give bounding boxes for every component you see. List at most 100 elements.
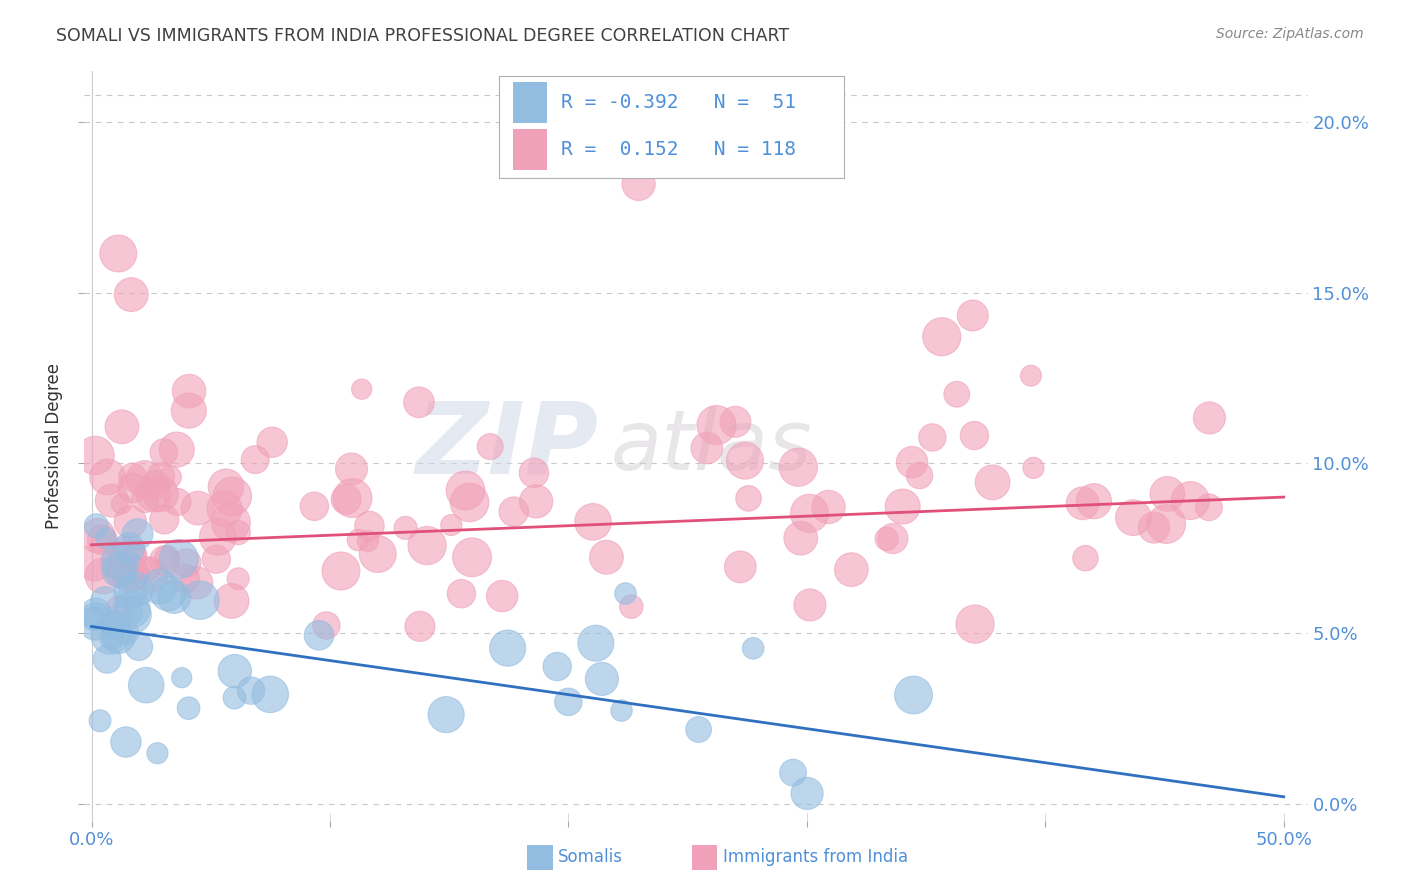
Point bbox=[963, 617, 986, 632]
Point bbox=[614, 586, 637, 600]
Point bbox=[110, 497, 132, 511]
Point bbox=[921, 430, 943, 444]
Point bbox=[408, 395, 430, 409]
Point bbox=[724, 415, 747, 429]
Point bbox=[177, 384, 200, 398]
Point bbox=[450, 587, 472, 601]
Point bbox=[120, 567, 142, 582]
Point bbox=[136, 562, 159, 576]
Point bbox=[461, 550, 484, 565]
Point bbox=[118, 550, 141, 565]
Point bbox=[347, 533, 370, 547]
Point bbox=[304, 500, 326, 514]
Point bbox=[226, 572, 249, 586]
Point bbox=[108, 567, 131, 582]
Text: Immigrants from India: Immigrants from India bbox=[723, 848, 908, 866]
Point bbox=[145, 477, 167, 491]
Point bbox=[882, 532, 904, 546]
Point bbox=[627, 177, 650, 191]
Point bbox=[262, 435, 284, 450]
Text: R =  0.152   N = 118: R = 0.152 N = 118 bbox=[561, 140, 796, 159]
Point bbox=[315, 618, 337, 632]
Point bbox=[108, 602, 131, 616]
Point bbox=[491, 589, 513, 603]
Point bbox=[367, 547, 389, 561]
Point bbox=[523, 466, 546, 480]
Point bbox=[416, 539, 439, 553]
Point bbox=[787, 460, 810, 475]
Point bbox=[440, 518, 463, 533]
Point bbox=[159, 470, 181, 484]
Point bbox=[308, 628, 330, 642]
Point bbox=[1019, 368, 1042, 383]
Point bbox=[454, 483, 477, 498]
Point bbox=[817, 500, 839, 514]
Text: Somalis: Somalis bbox=[558, 848, 623, 866]
Point bbox=[502, 505, 524, 519]
Point bbox=[153, 512, 176, 526]
FancyBboxPatch shape bbox=[513, 82, 547, 123]
Point bbox=[688, 723, 710, 737]
FancyBboxPatch shape bbox=[513, 129, 547, 170]
Point bbox=[107, 246, 129, 260]
Point bbox=[582, 515, 605, 529]
Point bbox=[931, 329, 953, 343]
Point bbox=[479, 440, 502, 454]
Point bbox=[790, 531, 813, 545]
Point bbox=[84, 615, 107, 629]
Point bbox=[357, 533, 380, 548]
Point bbox=[359, 519, 381, 533]
Point bbox=[908, 468, 931, 483]
Point bbox=[228, 525, 250, 540]
Point bbox=[963, 428, 986, 442]
Point bbox=[730, 560, 752, 574]
Point bbox=[120, 585, 142, 599]
Point bbox=[434, 707, 457, 722]
Point bbox=[742, 641, 765, 656]
Point bbox=[166, 442, 188, 457]
Point bbox=[1154, 517, 1177, 532]
Text: SOMALI VS IMMIGRANTS FROM INDIA PROFESSIONAL DEGREE CORRELATION CHART: SOMALI VS IMMIGRANTS FROM INDIA PROFESSI… bbox=[56, 27, 789, 45]
Point bbox=[84, 449, 107, 463]
Point bbox=[187, 501, 209, 516]
Point bbox=[149, 469, 172, 483]
Point bbox=[177, 701, 200, 715]
Point bbox=[121, 602, 143, 616]
Point bbox=[1198, 411, 1220, 425]
Point bbox=[394, 521, 416, 535]
Point bbox=[1180, 493, 1202, 508]
Point bbox=[1074, 551, 1097, 566]
Point bbox=[737, 491, 759, 506]
Point bbox=[962, 309, 984, 323]
Point bbox=[108, 555, 131, 569]
Point bbox=[157, 586, 180, 600]
Point bbox=[1022, 461, 1045, 475]
Point bbox=[796, 786, 818, 800]
Point bbox=[125, 582, 148, 597]
Point bbox=[259, 687, 281, 701]
Point bbox=[205, 552, 228, 566]
Point bbox=[117, 549, 139, 563]
Point bbox=[101, 493, 124, 508]
Point bbox=[903, 688, 925, 702]
Point bbox=[221, 489, 243, 503]
Point bbox=[221, 594, 243, 608]
Point bbox=[224, 664, 246, 678]
Point bbox=[87, 529, 110, 543]
Point bbox=[122, 607, 145, 621]
Point bbox=[186, 576, 208, 591]
Point bbox=[591, 672, 613, 686]
Point bbox=[167, 552, 190, 566]
Point bbox=[166, 495, 188, 509]
Point bbox=[115, 735, 138, 749]
Point bbox=[163, 590, 186, 604]
Point bbox=[139, 568, 162, 582]
Point bbox=[409, 619, 432, 633]
Point bbox=[340, 462, 363, 476]
Point bbox=[342, 491, 364, 505]
Point bbox=[207, 530, 229, 544]
Point bbox=[94, 532, 117, 546]
Point bbox=[841, 563, 863, 577]
Point bbox=[799, 598, 821, 612]
Point bbox=[215, 480, 238, 494]
